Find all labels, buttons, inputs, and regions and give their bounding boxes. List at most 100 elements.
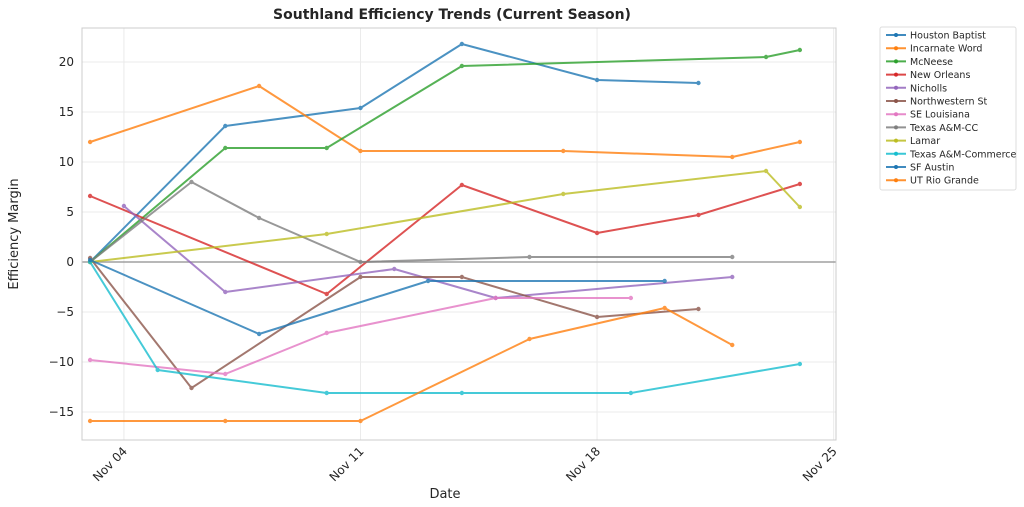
legend-label: SF Austin [910,163,954,174]
legend-label: Northwestern St [910,97,988,108]
data-point [223,145,228,151]
data-point [155,367,160,373]
series-line [89,257,699,389]
data-point [594,77,600,83]
data-point [358,105,363,111]
legend-label: Houston Baptist [910,31,986,42]
data-point [189,179,194,185]
legend-marker [894,72,898,77]
data-point [459,274,465,280]
legend-marker [894,138,898,143]
series-line [89,43,699,263]
data-point [797,47,803,53]
data-point [730,254,735,260]
data-point [662,305,667,311]
data-point [324,145,329,151]
data-point [223,289,228,295]
y-axis-ticks: −15 −10 −5 0 5 10 15 20 [49,55,74,419]
series-line [89,181,733,263]
data-point [730,274,735,280]
legend-marker [894,125,898,130]
y-tick-label: −10 [49,355,74,369]
series-layer [87,41,803,424]
series-line [89,49,801,263]
data-point [223,371,228,377]
data-point [696,212,701,218]
legend-label: UT Rio Grande [910,176,979,187]
legend-label: New Orleans [910,70,970,81]
legend-item: Nicholls [886,83,947,94]
data-point [256,215,262,221]
legend-item: Houston Baptist [886,31,986,42]
data-point [797,181,803,187]
data-point [87,418,93,424]
data-point [696,306,701,312]
y-tick-label: 20 [59,55,74,69]
legend-label: SE Louisiana [910,110,970,121]
data-point [561,148,566,154]
legend-item: UT Rio Grande [886,176,979,187]
data-point [358,418,363,424]
data-point [87,139,93,145]
series-sf-austin [87,257,667,337]
data-point [459,182,465,188]
legend-marker [894,46,898,51]
y-tick-label: −15 [49,405,74,419]
data-point [324,291,329,297]
series-line [90,307,733,422]
series-line [89,259,665,335]
y-axis-label: Efficiency Margin [7,178,22,289]
legend-label: Nicholls [910,83,947,94]
data-point [425,278,431,284]
series-ut-rio-grande [87,305,735,424]
series-line [89,183,801,295]
legend-box [879,26,1017,191]
legend-item: Texas A&M-Commerce [886,149,1017,160]
series-line [89,261,800,394]
data-point [324,390,329,396]
data-point [392,266,397,272]
data-point [256,83,262,89]
data-point [662,278,667,284]
y-tick-label: −5 [56,305,74,319]
data-point [87,257,93,263]
data-point [459,41,465,47]
legend-item: New Orleans [886,70,970,81]
data-point [189,385,194,391]
data-point [797,361,803,367]
series-incarnate-word [87,83,803,160]
legend-item: SE Louisiana [886,110,970,121]
legend-marker [894,33,898,37]
data-point [358,148,363,154]
data-point [459,390,465,396]
data-point [324,231,329,237]
data-point [730,342,735,348]
data-point [527,254,532,260]
legend-label: Texas A&M-Commerce [909,149,1017,160]
data-point [594,230,600,236]
legend: Houston Baptist Incarnate Word McNeese New … [879,26,1017,191]
data-point [459,63,465,69]
legend-item: SF Austin [886,163,954,174]
data-point [527,336,532,342]
legend-marker [894,85,898,90]
legend-marker [894,151,898,156]
data-point [256,331,262,337]
series-northwestern-st [87,255,701,391]
chart-title: Southland Efficiency Trends (Current Sea… [273,7,631,23]
plot-frame [81,27,837,441]
data-point [594,314,600,320]
data-point [87,357,93,363]
legend-marker [894,178,898,183]
data-point [358,274,363,280]
y-tick-label: 5 [66,205,74,219]
data-point [696,80,701,86]
y-tick-label: 0 [66,255,74,269]
data-point [628,295,634,301]
data-point [324,330,329,336]
data-point [628,390,634,396]
legend-marker [894,59,898,64]
legend-label: Incarnate Word [910,44,982,55]
series-nicholls [121,203,735,301]
